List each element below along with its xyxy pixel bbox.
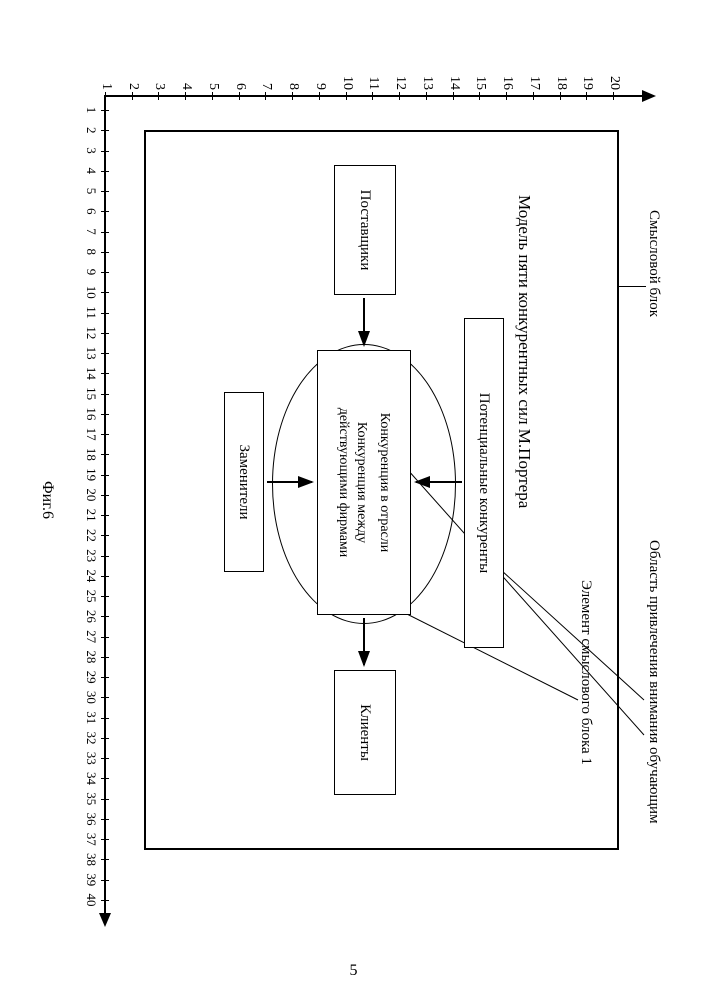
page: 1234567891011121314151617181920 12345678…	[0, 0, 707, 1000]
figure-caption: Фиг.6	[38, 40, 56, 960]
node-arrows	[34, 40, 674, 960]
figure-stage: 1234567891011121314151617181920 12345678…	[34, 40, 674, 960]
page-number: 5	[0, 962, 707, 980]
